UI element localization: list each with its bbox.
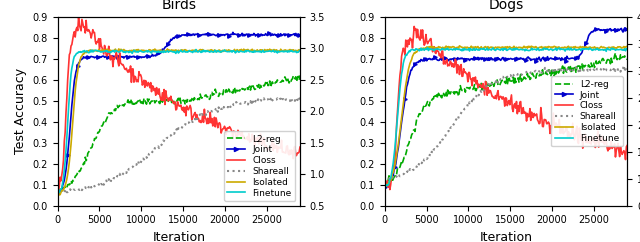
Y-axis label: Test Accuracy: Test Accuracy (14, 68, 27, 154)
Legend: L2-reg, Joint, Closs, Shareall, Isolated, Finetune: L2-reg, Joint, Closs, Shareall, Isolated… (551, 76, 623, 146)
Legend: L2-reg, Joint, Closs, Shareall, Isolated, Finetune: L2-reg, Joint, Closs, Shareall, Isolated… (224, 131, 296, 201)
Title: Dogs: Dogs (488, 0, 524, 12)
X-axis label: Iteration: Iteration (479, 231, 532, 242)
X-axis label: Iteration: Iteration (152, 231, 205, 242)
Title: Birds: Birds (161, 0, 196, 12)
